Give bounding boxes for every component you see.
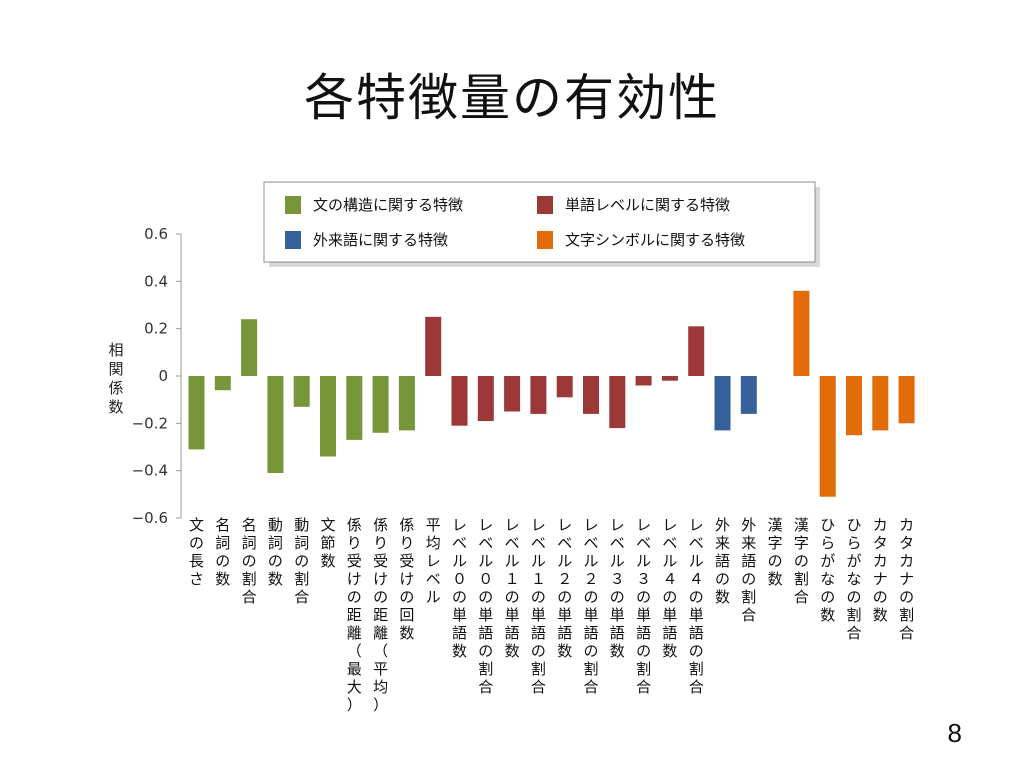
- bar: [661, 376, 678, 381]
- bar: [346, 376, 363, 440]
- category-label: レベル２の単語数: [557, 516, 572, 660]
- category-label: レベル０の単語数: [452, 516, 467, 660]
- bar: [188, 376, 205, 450]
- category-label: 外来語の割合: [741, 516, 756, 624]
- category-label: 係り受けの距離（最大）: [347, 516, 362, 714]
- category-label: 外来語の数: [715, 516, 730, 606]
- category-label: 名詞の数: [215, 516, 230, 588]
- page-number: 8: [947, 718, 962, 748]
- bar: [504, 376, 521, 412]
- bars: [188, 290, 915, 497]
- legend-label: 文の構造に関する特徴: [313, 196, 463, 214]
- category-label: 文節数: [320, 516, 335, 570]
- y-tick-label: −0.6: [132, 509, 168, 527]
- bar: [872, 376, 889, 431]
- category-label: カタカナの割合: [899, 516, 914, 642]
- bar: [583, 376, 599, 414]
- bar: [293, 376, 310, 407]
- category-label: レベル３の単語数: [610, 516, 625, 660]
- legend-label: 文字シンボルに関する特徴: [565, 231, 745, 249]
- legend-swatch: [537, 196, 553, 214]
- y-tick-label: 0.2: [144, 320, 168, 338]
- category-label: ひらがなの数: [820, 516, 835, 624]
- category-label: 漢字の数: [768, 516, 783, 588]
- y-tick-label: 0.6: [144, 225, 168, 243]
- bar: [477, 376, 494, 421]
- category-label: レベル０の単語の割合: [478, 516, 493, 696]
- bar: [214, 376, 231, 391]
- bar: [609, 376, 626, 429]
- y-tick-label: −0.2: [132, 414, 168, 432]
- category-label: 動詞の割合: [294, 516, 309, 606]
- bar: [425, 316, 442, 376]
- category-label: 係り受けの距離（平均）: [373, 516, 388, 714]
- y-axis-label: 相関係数: [108, 341, 123, 416]
- category-label: 名詞の割合: [242, 516, 257, 606]
- legend-label: 外来語に関する特徴: [313, 231, 448, 249]
- category-label: 係り受けの回数: [399, 516, 414, 642]
- bar: [398, 376, 415, 431]
- bar: [267, 376, 284, 473]
- category-label: レベル１の単語の割合: [531, 516, 546, 696]
- legend-swatch: [537, 231, 553, 249]
- category-label: レベル４の単語数: [662, 516, 677, 660]
- bar: [556, 376, 573, 398]
- bar: [372, 376, 389, 433]
- y-tick-label: −0.4: [132, 462, 168, 480]
- bar: [793, 290, 810, 376]
- bar: [898, 376, 915, 424]
- legend-label: 単語レベルに関する特徴: [565, 196, 730, 214]
- category-label: レベル１の単語数: [505, 516, 520, 660]
- bar: [530, 376, 547, 414]
- category-label: レベル２の単語の割合: [583, 516, 598, 696]
- category-label: 文の長さ: [189, 516, 204, 588]
- category-label: カタカナの数: [873, 516, 888, 624]
- category-label: 動詞の数: [268, 516, 283, 588]
- bar: [819, 376, 836, 497]
- bar: [635, 376, 652, 386]
- bar: [846, 376, 862, 436]
- category-label: レベル３の単語の割合: [636, 516, 651, 696]
- category-label: レベル４の単語の割合: [689, 516, 704, 696]
- legend-box: [263, 181, 816, 263]
- y-tick-label: 0.4: [144, 272, 168, 290]
- bar: [688, 326, 705, 376]
- bar: [320, 376, 336, 457]
- y-axis-title: 相関係数: [108, 341, 123, 416]
- legend-swatch: [285, 196, 301, 214]
- y-tick-label: 0: [158, 367, 168, 385]
- category-label: 漢字の割合: [794, 516, 809, 606]
- slide-title: 各特徴量の有効性: [304, 69, 720, 127]
- category-label: 平均レベル: [426, 516, 441, 606]
- bar: [451, 376, 468, 426]
- bar: [714, 376, 731, 431]
- category-label: ひらがなの割合: [846, 516, 861, 642]
- legend-swatch: [285, 231, 301, 249]
- bar: [241, 319, 258, 376]
- y-axis: 0.6 0.4 0.2 0 −0.2 −0.4 −0.6: [132, 225, 182, 527]
- bar: [740, 376, 757, 414]
